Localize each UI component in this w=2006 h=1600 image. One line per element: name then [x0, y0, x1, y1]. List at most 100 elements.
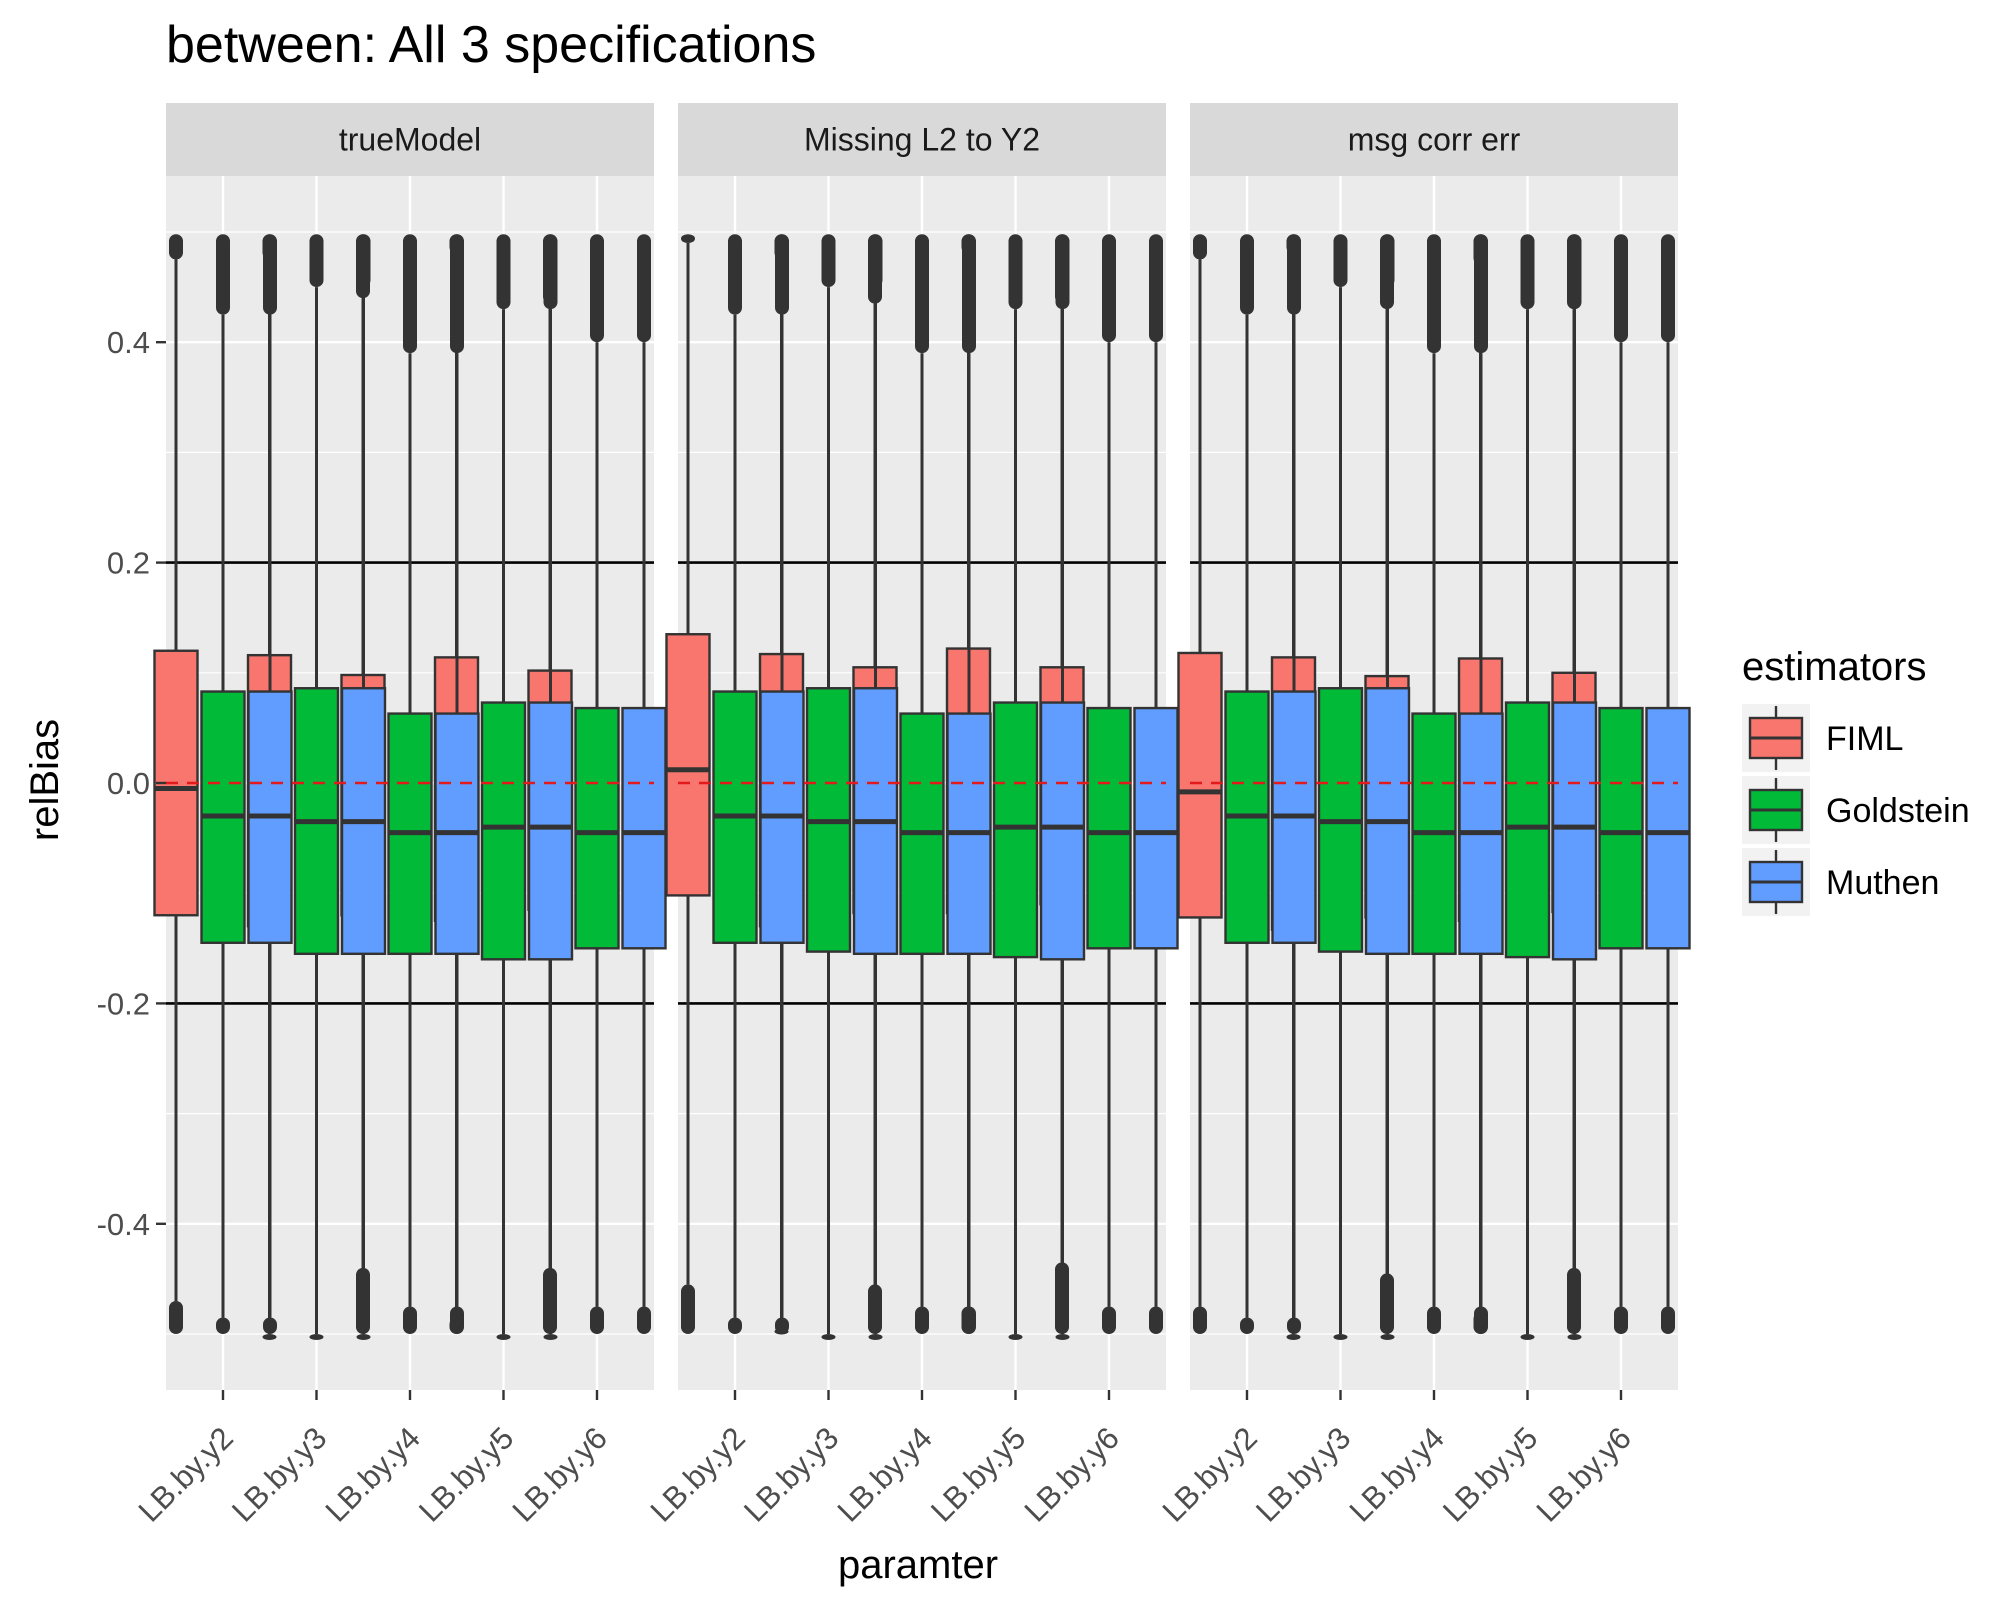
box-body [574, 706, 620, 950]
box-goldstein-LB.by.y4 [899, 234, 945, 1334]
outlier-points-upper [1102, 234, 1116, 343]
y-tick-label: 0.2 [107, 546, 150, 581]
box-body [621, 706, 667, 950]
outlier-points-lower [356, 1334, 371, 1340]
box-muthen-LB.by.y2 [247, 234, 293, 1334]
outlier-points-upper [590, 234, 604, 343]
chart-title: between: All 3 specifications [166, 16, 816, 74]
outlier-points-lower [450, 1306, 464, 1334]
outlier-points-lower [821, 1334, 836, 1340]
y-axis-title: relBias [23, 719, 67, 841]
box-body [1504, 701, 1551, 959]
box-fiml-LB.by.y2 [665, 234, 711, 1334]
outlier-points-lower [169, 1300, 183, 1334]
box-body [1039, 701, 1086, 961]
outlier-points-upper [962, 234, 976, 354]
outlier-points-upper [1055, 234, 1070, 310]
outlier-points-lower [637, 1306, 651, 1334]
legend-entry-goldstein: Goldstein [1742, 776, 1970, 844]
outlier-points-lower [590, 1306, 604, 1334]
outlier-points-lower [1149, 1306, 1163, 1334]
box-body [1551, 701, 1598, 961]
box-muthen-LB.by.y4 [946, 234, 992, 1334]
outlier-points-upper [450, 234, 464, 354]
outlier-points-lower [1008, 1334, 1023, 1340]
outlier-points-upper [496, 234, 511, 310]
y-tick-label: 0.4 [107, 325, 150, 360]
legend-title: estimators [1742, 645, 1927, 689]
outlier-points-upper [1333, 234, 1348, 288]
outlier-points-upper [1661, 234, 1675, 343]
outlier-points-upper [169, 234, 183, 260]
outlier-points-lower [915, 1306, 929, 1334]
outlier-points-lower [309, 1334, 324, 1340]
box-goldstein-LB.by.y2 [1224, 234, 1270, 1334]
x-tick-label: LB.by.y4 [1343, 1420, 1451, 1528]
facet-panel-3: msg corr errLB.by.y2LB.by.y3LB.by.y4LB.b… [1156, 103, 1691, 1529]
box-muthen-LB.by.y6 [1645, 234, 1691, 1334]
outlier-points-upper [263, 234, 277, 315]
x-tick-label: LB.by.y4 [831, 1420, 939, 1528]
box-muthen-LB.by.y5 [1551, 234, 1598, 1340]
outlier-points-lower [1286, 1334, 1301, 1340]
y-tick-label: -0.2 [97, 986, 150, 1021]
box-body [1133, 706, 1179, 950]
box-body [1645, 706, 1691, 950]
outlier-points-upper [1008, 234, 1023, 310]
box-muthen-LB.by.y3 [340, 234, 387, 1340]
outlier-points-lower [775, 1317, 789, 1334]
outlier-points-lower [1427, 1306, 1441, 1334]
outlier-points-upper [1520, 234, 1535, 310]
legend-label: Muthen [1826, 864, 1939, 902]
outlier-points-lower [1520, 1334, 1535, 1340]
facet-strip-label: Missing L2 to Y2 [804, 122, 1040, 158]
outlier-points-upper [1614, 234, 1628, 343]
box-muthen-LB.by.y3 [852, 234, 899, 1340]
x-tick-label: LB.by.y3 [1249, 1420, 1357, 1528]
x-tick-label: LB.by.y2 [1156, 1420, 1264, 1528]
legend-entry-fiml: FIML [1742, 704, 1903, 772]
outlier-points-lower [728, 1317, 742, 1334]
x-tick-label: LB.by.y5 [924, 1420, 1032, 1528]
outlier-points-lower [1287, 1317, 1301, 1334]
outlier-points-lower [1614, 1306, 1628, 1334]
box-muthen-LB.by.y2 [1271, 234, 1317, 1334]
outlier-points-upper [868, 234, 883, 288]
box-body [527, 701, 574, 961]
x-tick-label: LB.by.y6 [1530, 1420, 1638, 1528]
outlier-points-upper [1380, 234, 1395, 288]
outlier-points-upper [1149, 234, 1163, 343]
box-goldstein-LB.by.y2 [712, 234, 758, 1334]
outlier-points-lower [1474, 1306, 1488, 1334]
outlier-points-lower [868, 1334, 883, 1340]
box-body [665, 633, 711, 897]
outlier-points-lower [1102, 1306, 1116, 1334]
outlier-points-upper [309, 234, 324, 288]
box-goldstein-LB.by.y5 [1504, 234, 1551, 1340]
facet-strip-label: trueModel [339, 122, 481, 158]
x-tick-label: LB.by.y5 [1436, 1420, 1544, 1528]
outlier-points-upper [216, 234, 230, 315]
box-muthen-LB.by.y4 [434, 234, 480, 1334]
outlier-points-upper [915, 234, 929, 354]
facet-strip [678, 103, 1166, 176]
outlier-points-upper [637, 234, 651, 343]
outlier-points-upper [1427, 234, 1441, 354]
facet-panel-1: trueModelLB.by.y2LB.by.y3LB.by.y4LB.by.y… [132, 103, 667, 1529]
x-tick-label: LB.by.y3 [737, 1420, 845, 1528]
facet-panel-2: Missing L2 to Y2 LB.by.y2LB.by.y3LB.by.y4… [644, 103, 1179, 1529]
legend: estimators FIML Goldstein Muthen [1742, 645, 1970, 916]
facet-strip [166, 103, 654, 176]
outlier-points-lower [1193, 1306, 1207, 1334]
x-tick-label: LB.by.y2 [132, 1420, 240, 1528]
outlier-points-upper [1287, 234, 1301, 315]
outlier-points-lower [403, 1306, 417, 1334]
outlier-points-upper [775, 234, 789, 315]
outlier-points-upper [1567, 234, 1582, 310]
outlier-points-lower [543, 1334, 558, 1340]
x-tick-label: LB.by.y6 [506, 1420, 614, 1528]
outlier-points-upper [728, 234, 742, 315]
box-body [1086, 706, 1132, 950]
outlier-points-lower [1055, 1334, 1070, 1340]
